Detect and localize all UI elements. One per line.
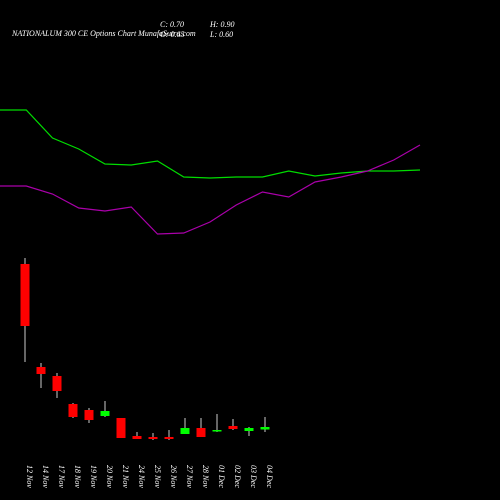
x-tick-label: 24 Nov bbox=[137, 465, 146, 488]
x-tick-label: 17 Nov bbox=[57, 465, 66, 488]
x-tick-label: 27 Nov bbox=[185, 465, 194, 488]
candle-body bbox=[148, 437, 158, 439]
high-label: H: 0.90 bbox=[209, 20, 234, 29]
candle-body bbox=[84, 410, 94, 420]
x-tick-label: 04 Dec bbox=[265, 465, 274, 488]
candle-body bbox=[260, 427, 270, 430]
candle-body bbox=[196, 428, 206, 437]
close-label: C: 0.70 bbox=[160, 20, 184, 29]
ma-line bbox=[0, 144, 421, 235]
candle-body bbox=[244, 428, 254, 431]
candle-body bbox=[52, 376, 62, 391]
candle-body bbox=[164, 437, 174, 439]
x-tick-label: 25 Nov bbox=[153, 465, 162, 488]
open-label: O: 0.65 bbox=[160, 30, 184, 39]
low-label: L: 0.60 bbox=[209, 30, 233, 39]
x-tick-label: 26 Nov bbox=[169, 465, 178, 488]
candle-body bbox=[20, 264, 30, 326]
x-tick-label: 28 Nov bbox=[201, 465, 210, 488]
ma-line bbox=[0, 109, 421, 179]
chart-title: NATIONALUM 300 CE Options Chart MunafaSu… bbox=[11, 29, 196, 38]
candle-body bbox=[180, 428, 190, 434]
x-tick-label: 19 Nov bbox=[89, 465, 98, 488]
x-tick-label: 01 Dec bbox=[217, 465, 226, 488]
candle-body bbox=[132, 436, 142, 439]
candle-body bbox=[228, 426, 238, 429]
candle-body bbox=[100, 411, 110, 416]
x-tick-label: 03 Dec bbox=[249, 465, 258, 488]
x-tick-label: 18 Nov bbox=[73, 465, 82, 488]
x-tick-label: 20 Nov bbox=[105, 465, 114, 488]
candle-body bbox=[68, 404, 78, 417]
candle-body bbox=[116, 418, 126, 438]
x-tick-label: 14 Nov bbox=[41, 465, 50, 488]
candle-body bbox=[212, 430, 222, 432]
x-tick-label: 12 Nov bbox=[25, 465, 34, 488]
candle-body bbox=[36, 367, 46, 374]
x-tick-label: 02 Dec bbox=[233, 465, 242, 488]
x-tick-label: 21 Nov bbox=[121, 465, 130, 488]
